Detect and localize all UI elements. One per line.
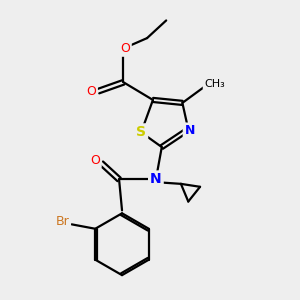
Text: N: N	[184, 124, 195, 137]
Text: Br: Br	[56, 215, 69, 228]
Text: N: N	[150, 172, 162, 186]
Text: O: O	[90, 154, 100, 167]
Text: O: O	[120, 42, 130, 55]
Text: CH₃: CH₃	[204, 79, 225, 89]
Text: O: O	[86, 85, 96, 98]
Text: S: S	[136, 125, 146, 139]
